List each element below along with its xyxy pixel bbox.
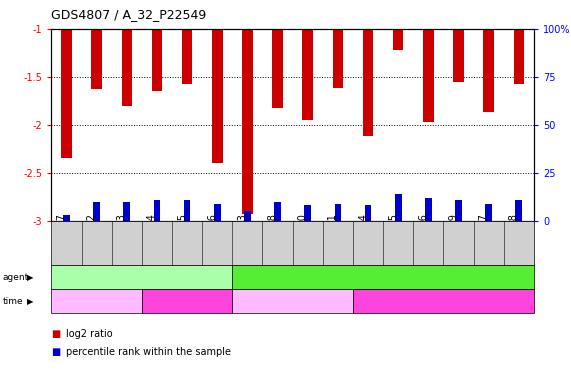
Text: GSM808635: GSM808635 [388,214,398,272]
Text: ■: ■ [51,329,61,339]
Bar [304,205,311,221]
Text: GSM808647: GSM808647 [478,214,489,272]
Text: GSM808643: GSM808643 [117,214,127,272]
Bar [425,198,432,221]
Text: 24 h: 24 h [175,296,199,306]
Bar [513,29,524,84]
Text: ▶: ▶ [27,273,34,281]
Text: agent: agent [3,273,29,281]
Text: GSM808648: GSM808648 [509,214,519,272]
Text: GDS4807 / A_32_P22549: GDS4807 / A_32_P22549 [51,8,207,21]
Text: ■: ■ [51,347,61,357]
Bar [91,29,102,89]
Text: log2 ratio: log2 ratio [66,329,112,339]
Bar [63,215,70,221]
Text: GSM808640: GSM808640 [297,214,308,272]
Text: GSM808646: GSM808646 [207,214,217,272]
Text: 24 h: 24 h [431,296,456,306]
Bar [365,205,371,221]
Bar [274,202,281,221]
Bar [423,29,433,122]
Bar [272,29,283,108]
Bar [61,29,72,159]
Bar [363,29,373,136]
Text: GSM808638: GSM808638 [268,214,278,272]
Text: GSM808642: GSM808642 [87,214,96,272]
Bar [122,29,132,106]
Text: ▶: ▶ [27,297,34,306]
Text: GSM808637: GSM808637 [57,214,66,272]
Bar [123,202,130,221]
Text: IL-17C: IL-17C [365,272,401,282]
Bar [485,204,492,221]
Bar [242,29,253,214]
Bar [395,194,401,221]
Bar [154,200,160,221]
Bar [184,200,190,221]
Text: GSM808633: GSM808633 [238,214,247,272]
Bar [332,29,343,88]
Text: control: control [123,272,161,282]
Bar [214,204,220,221]
Bar [516,200,522,221]
Bar [152,29,162,91]
Bar [93,202,100,221]
Bar [455,200,462,221]
Bar [303,29,313,120]
Bar [244,211,251,221]
Text: GSM808645: GSM808645 [177,214,187,272]
Text: GSM808639: GSM808639 [448,214,459,272]
Bar [453,29,464,81]
Bar [212,29,223,163]
Text: GSM808636: GSM808636 [419,214,428,272]
Bar [484,29,494,112]
Text: 3 h: 3 h [284,296,301,306]
Text: 3 h: 3 h [88,296,106,306]
Bar [182,29,192,84]
Text: time: time [3,297,23,306]
Text: percentile rank within the sample: percentile rank within the sample [66,347,231,357]
Bar [335,204,341,221]
Text: GSM808641: GSM808641 [328,214,338,272]
Text: GSM808634: GSM808634 [147,214,157,272]
Text: GSM808644: GSM808644 [358,214,368,272]
Bar [393,29,404,50]
